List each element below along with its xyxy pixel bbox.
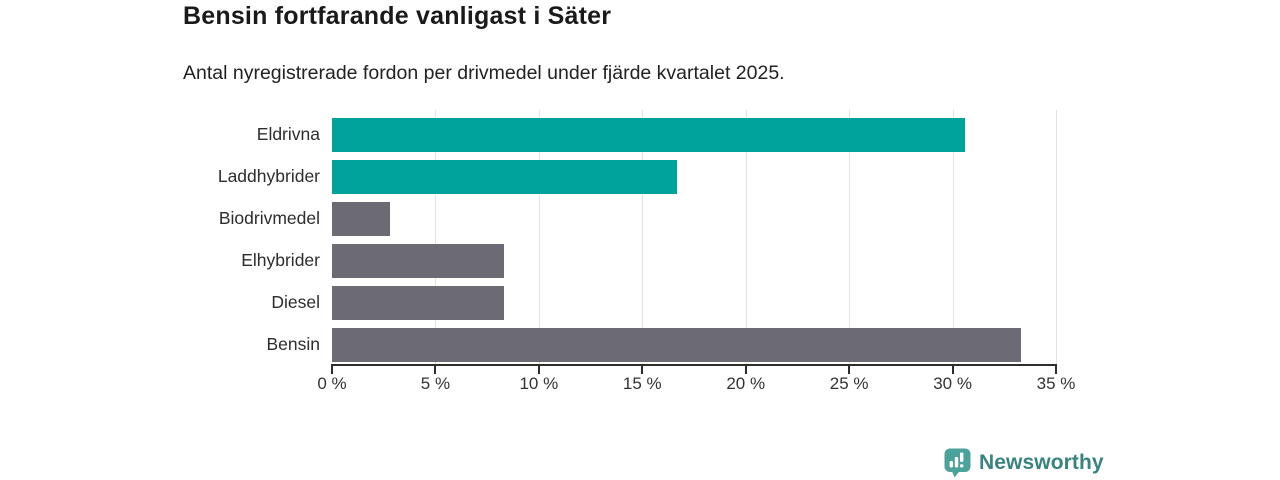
x-axis-tick-label: 15 % [622,374,662,393]
x-axis-tick [848,366,851,374]
x-axis-tick [951,366,954,374]
x-axis-line [331,364,1057,366]
gridline-20 [745,110,747,364]
x-axis-tick [537,366,540,374]
x-axis-tick-label: 20 % [726,374,766,393]
bar-track [332,118,1056,152]
bar-bensin [332,328,1021,362]
chart-row: Eldrivna [0,114,1056,156]
x-axis-tick-label: 0 % [317,374,347,393]
newsworthy-logo: Newsworthy [944,448,1104,478]
bar-track [332,160,1056,194]
x-axis-tick [641,366,644,374]
gridline-30 [952,110,954,364]
x-axis-tick [1055,366,1057,374]
x-axis-tick-label: 25 % [829,374,869,393]
bar-diesel [332,286,504,320]
x-axis-tick-label: 35 % [1036,374,1076,393]
bar-track [332,328,1056,362]
bar-laddhybrider [332,160,678,194]
x-axis-tick-label: 5 % [420,374,451,393]
gridline-15 [642,110,644,364]
category-label: Eldrivna [256,124,320,145]
chart-row: Bensin [0,324,1056,366]
bar-elhybrider [332,244,504,278]
bar-track [332,202,1056,236]
x-axis-tick [434,366,437,374]
x-axis-tick [331,366,333,374]
x-axis-tick [744,366,747,374]
chart-row: Biodrivmedel [0,198,1056,240]
gridline-25 [849,110,851,364]
category-label: Diesel [271,292,320,313]
chart-title: Bensin fortfarande vanligast i Säter [183,2,612,30]
gridline-10 [538,110,540,364]
chart-row: Laddhybrider [0,156,1056,198]
newsworthy-wordmark: Newsworthy [979,451,1104,474]
bar-chart-speech-bubble-icon [944,448,971,478]
category-label: Biodrivmedel [218,208,320,229]
chart-subtitle: Antal nyregistrerade fordon per drivmede… [183,62,785,84]
gridlines [332,110,1057,364]
chart-rows: Eldrivna Laddhybrider Biodrivmedel Elhybrid… [0,114,1056,366]
bar-biodrivmedel [332,202,390,236]
gridline-35 [1056,110,1057,364]
x-axis-ticks [331,366,1057,374]
x-axis-tick-label: 30 % [933,374,972,393]
chart-row: Diesel [0,282,1056,324]
bar-track [332,286,1056,320]
bar-track [332,244,1056,278]
gridline-5 [435,110,437,364]
chart-row: Elhybrider [0,240,1056,282]
category-label: Elhybrider [241,250,320,271]
bar-eldrivna [332,118,965,152]
category-label: Bensin [266,334,320,355]
x-axis-tick-labels: 0 % 5 % 10 % 15 % 20 % 25 % 30 % 35 % [317,374,1075,396]
category-label: Laddhybrider [217,166,320,187]
x-axis-tick-label: 10 % [519,374,559,393]
